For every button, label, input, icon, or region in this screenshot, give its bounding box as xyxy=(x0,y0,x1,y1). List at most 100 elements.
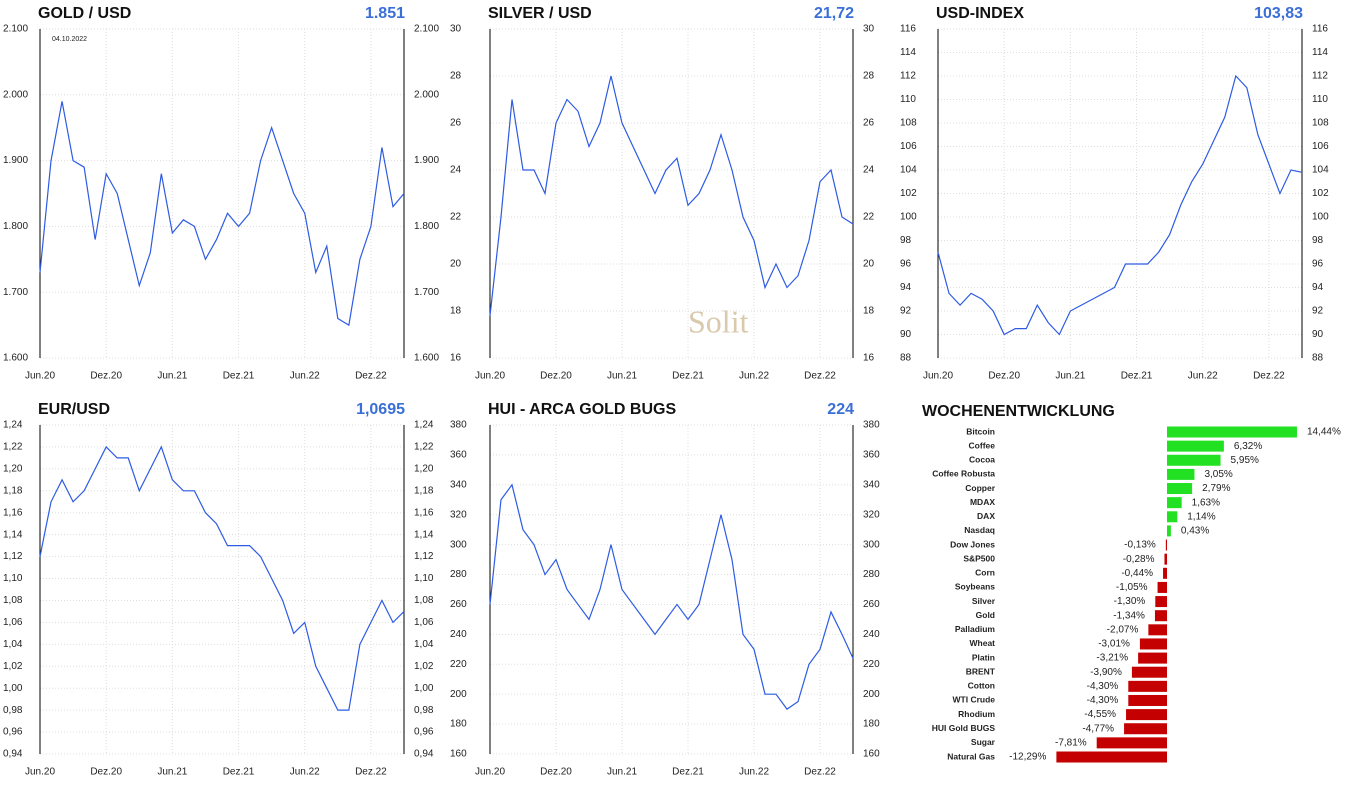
y-tick-label: 88 xyxy=(900,353,912,364)
y-tick-label: 100 xyxy=(900,212,917,223)
y2-tick-label: 180 xyxy=(863,719,880,730)
x-tick-label: Jun.20 xyxy=(475,371,505,382)
y-tick-label: 1,04 xyxy=(3,639,23,650)
y2-tick-label: 110 xyxy=(1312,94,1328,105)
y-tick-label: 160 xyxy=(450,749,467,760)
x-tick-label: Dez.22 xyxy=(804,371,836,382)
category-label: HUI Gold BUGS xyxy=(932,723,996,733)
chart-title: EUR/USD xyxy=(38,401,110,418)
chart-title: SILVER / USD xyxy=(488,5,592,22)
y2-tick-label: 18 xyxy=(863,306,875,317)
value-label: -4,30% xyxy=(1087,695,1119,706)
bar xyxy=(1126,709,1167,721)
y2-tick-label: 112 xyxy=(1312,71,1328,82)
headline-value: 1.851 xyxy=(365,5,405,22)
value-label: -2,07% xyxy=(1107,624,1139,635)
y-tick-label: 380 xyxy=(450,420,467,431)
value-label: -0,28% xyxy=(1123,554,1155,565)
y-tick-label: 116 xyxy=(900,24,916,35)
value-label: 0,43% xyxy=(1181,526,1209,537)
y-tick-label: 102 xyxy=(900,188,917,199)
category-label: Sugar xyxy=(971,737,996,747)
x-tick-label: Jun.22 xyxy=(1188,371,1218,382)
category-label: Copper xyxy=(965,483,995,493)
y-tick-label: 320 xyxy=(450,509,467,520)
x-tick-label: Jun.21 xyxy=(607,767,637,778)
bar xyxy=(1167,440,1224,452)
bar xyxy=(1167,483,1193,495)
y-tick-label: 0,98 xyxy=(3,705,23,716)
y2-tick-label: 1.900 xyxy=(414,155,439,166)
category-label: BRENT xyxy=(966,666,996,676)
category-label: Bitcoin xyxy=(966,426,995,436)
y-tick-label: 112 xyxy=(900,71,916,82)
line-series xyxy=(489,483,854,710)
y2-tick-label: 1,16 xyxy=(414,507,434,518)
y2-tick-label: 28 xyxy=(863,71,875,82)
value-label: 1,14% xyxy=(1187,511,1215,522)
y-tick-label: 0,94 xyxy=(3,749,23,760)
bar xyxy=(1167,497,1182,509)
line-series xyxy=(39,445,405,711)
y-tick-label: 28 xyxy=(450,71,462,82)
category-label: MDAX xyxy=(970,497,995,507)
y2-tick-label: 300 xyxy=(863,539,880,550)
annotation: 04.10.2022 xyxy=(52,36,87,43)
line-series xyxy=(39,101,405,327)
line-series xyxy=(937,74,1303,336)
category-label: Coffee Robusta xyxy=(932,469,995,479)
x-tick-label: Dez.20 xyxy=(90,371,122,382)
y-tick-label: 1,00 xyxy=(3,683,23,694)
line-series xyxy=(489,75,854,316)
watermark: Solit xyxy=(688,303,749,339)
y-tick-label: 1,08 xyxy=(3,595,23,606)
y2-tick-label: 1,02 xyxy=(414,661,434,672)
y2-tick-label: 108 xyxy=(1312,118,1329,129)
y-tick-label: 1,22 xyxy=(3,442,23,453)
y2-tick-label: 380 xyxy=(863,420,880,431)
y-tick-label: 240 xyxy=(450,629,467,640)
y-tick-label: 22 xyxy=(450,212,462,223)
y-tick-label: 2.100 xyxy=(3,24,28,35)
y-tick-label: 1,24 xyxy=(3,420,23,431)
x-tick-label: Jun.22 xyxy=(739,371,769,382)
x-tick-label: Dez.22 xyxy=(1253,371,1285,382)
bar xyxy=(1128,680,1167,692)
x-tick-label: Dez.21 xyxy=(1121,371,1153,382)
category-label: Soybeans xyxy=(955,582,995,592)
x-tick-label: Dez.21 xyxy=(672,371,704,382)
value-label: -4,77% xyxy=(1082,723,1114,734)
y2-tick-label: 280 xyxy=(863,569,880,580)
category-label: Silver xyxy=(972,596,996,606)
x-tick-label: Jun.22 xyxy=(739,767,769,778)
y-tick-label: 1,12 xyxy=(3,551,23,562)
headline-value: 21,72 xyxy=(814,5,854,22)
y2-tick-label: 1,04 xyxy=(414,639,434,650)
value-label: 1,63% xyxy=(1192,497,1220,508)
y2-tick-label: 1,00 xyxy=(414,683,434,694)
y2-tick-label: 160 xyxy=(863,749,880,760)
category-label: WTI Crude xyxy=(953,695,996,705)
category-label: Palladium xyxy=(955,624,996,634)
headline-value: 224 xyxy=(827,401,854,418)
y-tick-label: 26 xyxy=(450,118,462,129)
bar xyxy=(1131,666,1167,678)
value-label: -12,29% xyxy=(1009,752,1046,763)
y2-tick-label: 220 xyxy=(863,659,880,670)
category-label: Gold xyxy=(976,610,995,620)
y2-tick-label: 102 xyxy=(1312,188,1329,199)
y-tick-label: 94 xyxy=(900,282,912,293)
y2-tick-label: 90 xyxy=(1312,329,1324,340)
y2-tick-label: 26 xyxy=(863,118,875,129)
y-tick-label: 300 xyxy=(450,539,467,550)
y-tick-label: 110 xyxy=(900,94,916,105)
category-label: Coffee xyxy=(969,440,996,450)
y2-tick-label: 1.600 xyxy=(414,353,439,364)
category-label: S&P500 xyxy=(963,553,995,563)
x-tick-label: Dez.20 xyxy=(988,371,1020,382)
value-label: -7,81% xyxy=(1055,738,1087,749)
x-tick-label: Dez.20 xyxy=(90,767,122,778)
x-tick-label: Jun.21 xyxy=(157,371,187,382)
y2-tick-label: 1,06 xyxy=(414,617,434,628)
bar xyxy=(1128,694,1167,706)
